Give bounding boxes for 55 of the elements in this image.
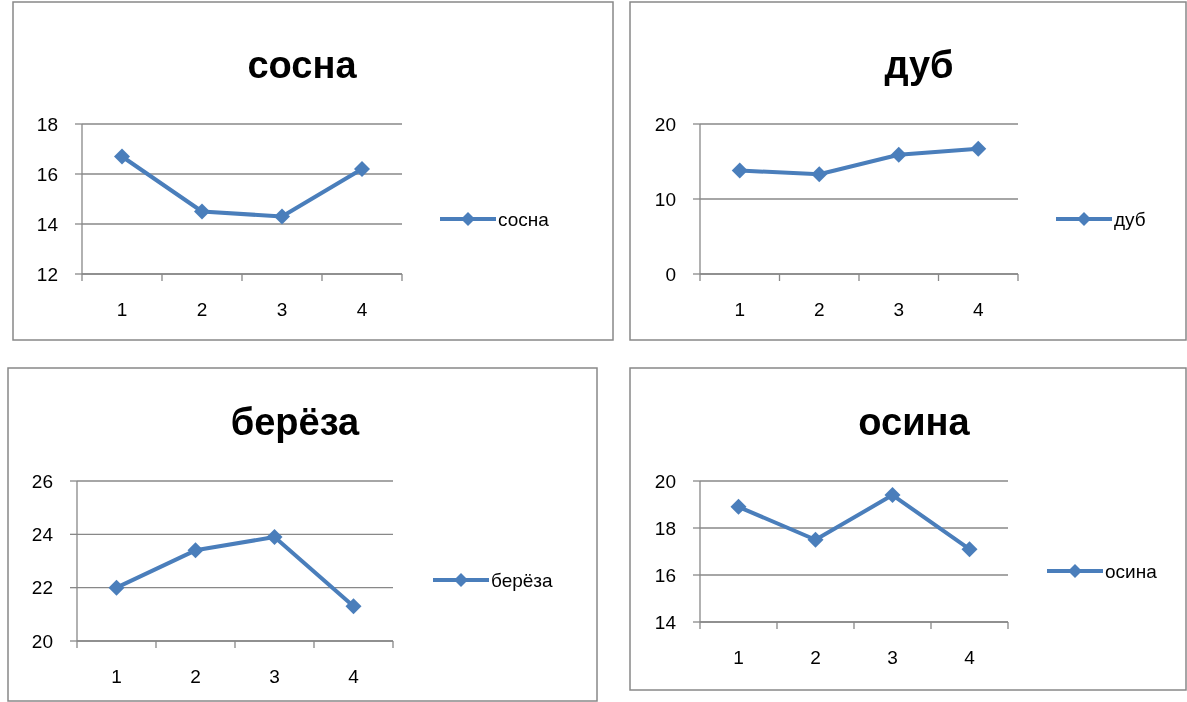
chart-title: сосна [247, 44, 358, 86]
x-tick-label: 1 [733, 647, 744, 668]
point [345, 598, 362, 615]
x-tick-label: 1 [116, 299, 128, 320]
x-tick-label: 2 [196, 299, 208, 320]
x-tick-label: 2 [190, 666, 201, 687]
y-tick-label: 14 [654, 611, 677, 633]
point [194, 203, 210, 220]
x-tick-label: 1 [734, 299, 746, 320]
legend-label: берёза [491, 569, 554, 591]
y-tick-label: 0 [665, 263, 676, 285]
point [108, 579, 125, 596]
y-tick-label: 18 [654, 517, 676, 539]
chart-title: дуб [884, 44, 954, 86]
chart-title: осина [858, 401, 971, 443]
point [970, 140, 987, 157]
y-tick-label: 20 [654, 470, 676, 492]
y-tick-label: 24 [31, 523, 54, 545]
y-tick-label: 16 [36, 163, 58, 185]
point [961, 541, 978, 558]
x-tick-label: 2 [810, 647, 821, 668]
x-tick-label: 4 [964, 647, 976, 668]
point [730, 498, 747, 515]
x-tick-label: 3 [276, 299, 288, 320]
point [807, 531, 824, 548]
x-tick-label: 3 [893, 299, 905, 320]
y-tick-label: 16 [654, 564, 676, 586]
point [890, 146, 907, 163]
point [354, 161, 370, 177]
y-tick-label: 20 [31, 630, 53, 652]
point [884, 487, 901, 504]
x-tick-label: 2 [813, 299, 825, 320]
legend-label: сосна [498, 208, 550, 230]
y-tick-label: 26 [31, 470, 53, 492]
x-tick-label: 4 [356, 299, 368, 320]
point [811, 166, 828, 183]
y-tick-label: 20 [654, 113, 676, 135]
y-tick-label: 22 [31, 577, 53, 599]
y-tick-label: 12 [36, 263, 58, 285]
y-tick-label: 18 [36, 113, 58, 135]
y-tick-label: 14 [36, 213, 59, 235]
point [187, 542, 204, 559]
x-tick-label: 4 [348, 666, 360, 687]
point [266, 529, 283, 545]
point [274, 208, 290, 225]
legend-label: осина [1105, 560, 1158, 582]
x-tick-label: 1 [111, 666, 122, 687]
legend-label: дуб [1114, 208, 1146, 230]
point [731, 162, 748, 179]
point [114, 148, 130, 165]
y-tick-label: 10 [654, 188, 676, 210]
x-tick-label: 3 [269, 666, 280, 687]
x-tick-label: 3 [887, 647, 898, 668]
x-tick-label: 4 [972, 299, 984, 320]
chart-title: берёза [230, 401, 361, 443]
